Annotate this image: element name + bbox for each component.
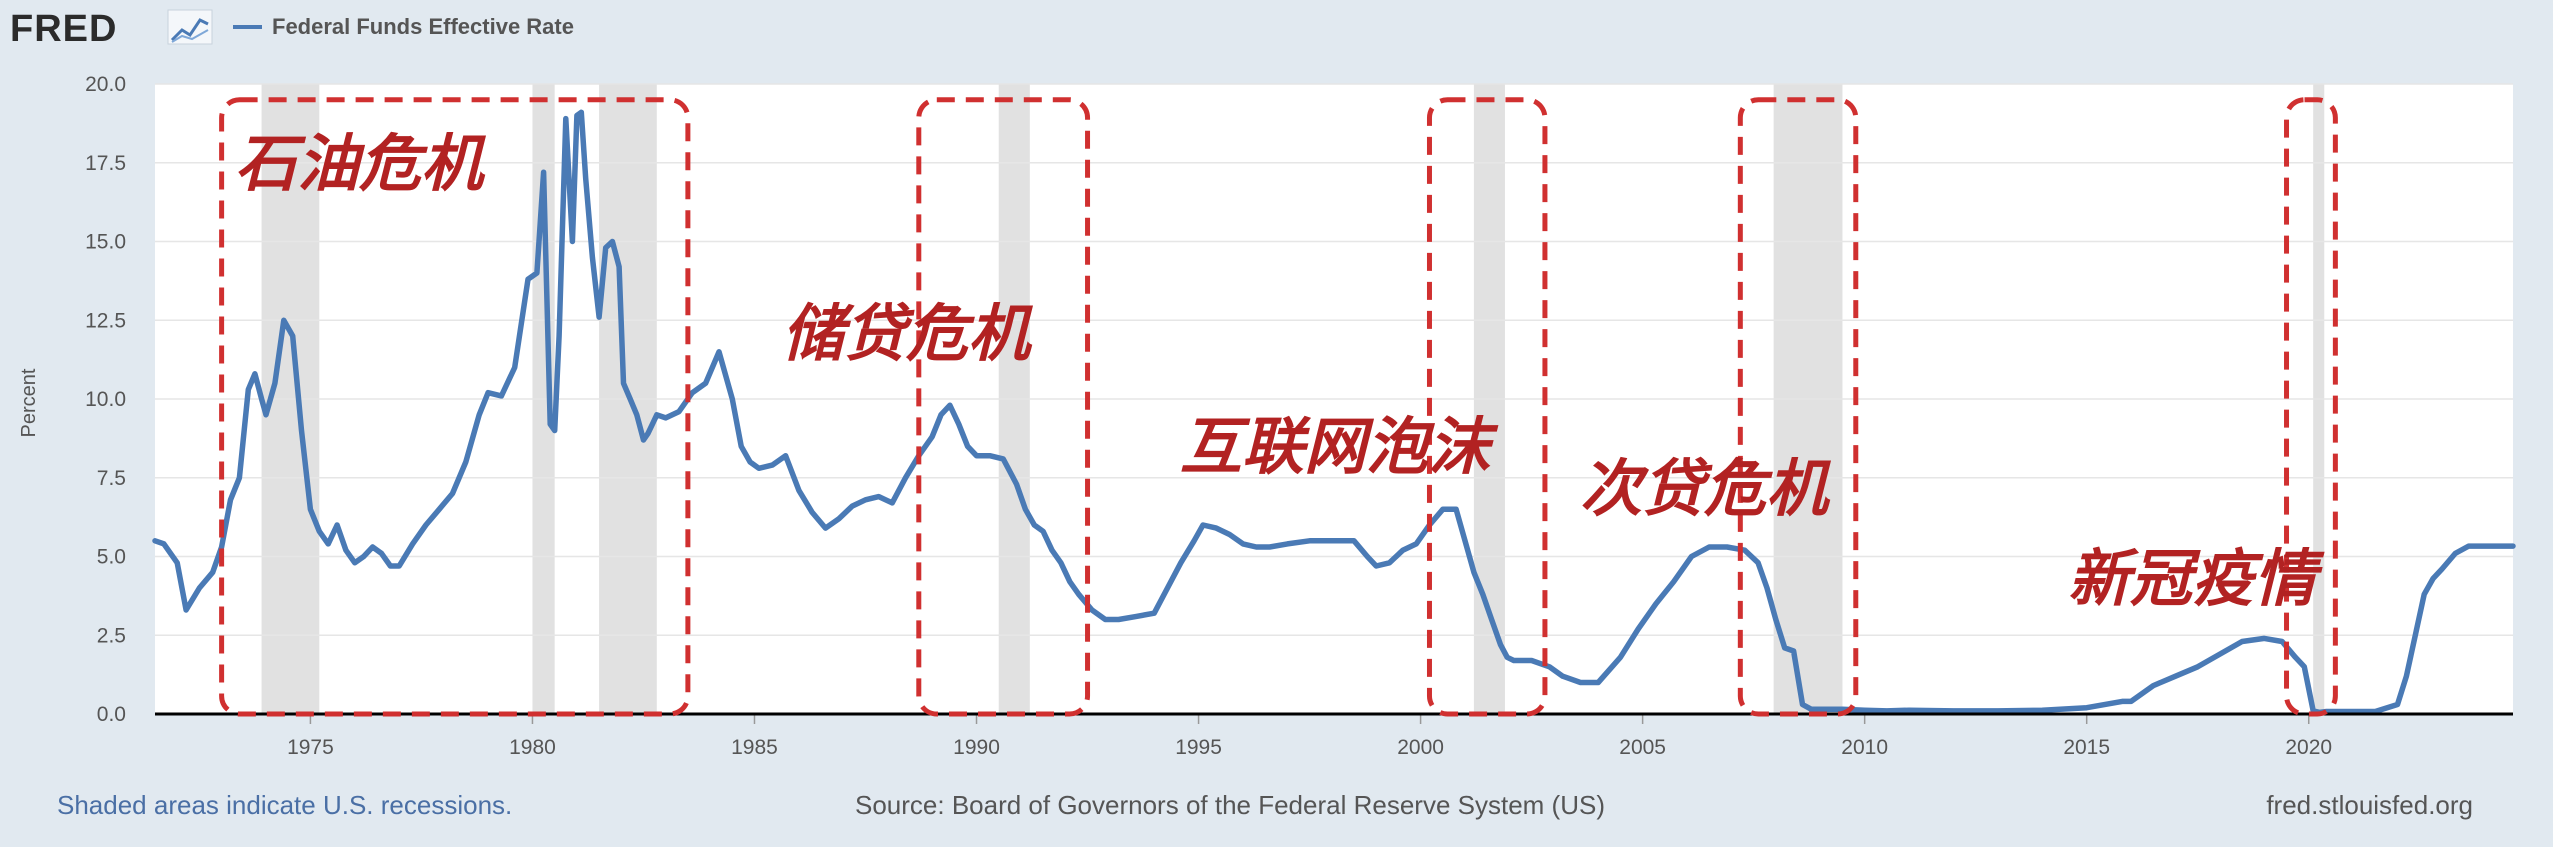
header: FRED Federal Funds Effective Rate <box>10 8 574 50</box>
crisis-label: 储贷危机 <box>782 297 1034 370</box>
footer: Shaded areas indicate U.S. recessions. S… <box>57 790 2473 820</box>
x-tick-label: 1990 <box>953 736 1000 759</box>
x-tick-label: 2015 <box>2063 736 2110 759</box>
crisis-box <box>2284 97 2338 717</box>
series-line <box>152 109 2516 716</box>
source-note: Source: Board of Governors of the Federa… <box>855 790 1605 820</box>
crisis-label: 新冠疫情 <box>2068 542 2325 615</box>
crisis-label: 次贷危机 <box>1580 452 1832 525</box>
x-tick-label: 1985 <box>731 736 778 759</box>
series-layer <box>152 109 2516 716</box>
y-tick-label: 10.0 <box>85 388 126 411</box>
crisis-box <box>219 97 691 717</box>
fred-logo[interactable]: FRED <box>10 8 117 50</box>
y-tick-label: 12.5 <box>85 309 126 332</box>
crisis-box <box>1426 97 1548 717</box>
x-tick-label: 2010 <box>1841 736 1888 759</box>
x-tick-label: 1975 <box>287 736 334 759</box>
crisis-label: 石油危机 <box>235 127 487 200</box>
crisis-box <box>916 97 1091 717</box>
y-tick-label: 17.5 <box>85 152 126 175</box>
y-tick-label: 20.0 <box>85 73 126 96</box>
y-axis-ticks: 0.0 2.5 5.0 7.5 10.0 12.5 15.0 17.5 20.0 <box>85 73 126 726</box>
crisis-box <box>1737 97 1859 717</box>
x-tick-label: 2005 <box>1619 736 1666 759</box>
crisis-label: 互联网泡沫 <box>1180 410 1499 483</box>
y-tick-label: 2.5 <box>97 624 126 647</box>
fred-graph-icon <box>167 9 213 45</box>
x-tick-label: 2020 <box>2285 736 2332 759</box>
x-tick-label: 1995 <box>1175 736 1222 759</box>
y-tick-label: 7.5 <box>97 467 126 490</box>
x-tick-label: 2000 <box>1397 736 1444 759</box>
y-tick-label: 5.0 <box>97 546 126 569</box>
y-axis-label: Percent <box>18 368 40 437</box>
legend-label: Federal Funds Effective Rate <box>272 14 574 39</box>
y-tick-label: 15.0 <box>85 231 126 254</box>
x-tick-label: 1980 <box>509 736 556 759</box>
y-tick-label: 0.0 <box>97 703 126 726</box>
site-link[interactable]: fred.stlouisfed.org <box>2266 790 2473 820</box>
x-axis-ticks: 1975 1980 1985 1990 1995 2000 2005 2010 2015 2020 <box>287 714 2332 759</box>
recession-note: Shaded areas indicate U.S. recessions. <box>57 790 512 820</box>
